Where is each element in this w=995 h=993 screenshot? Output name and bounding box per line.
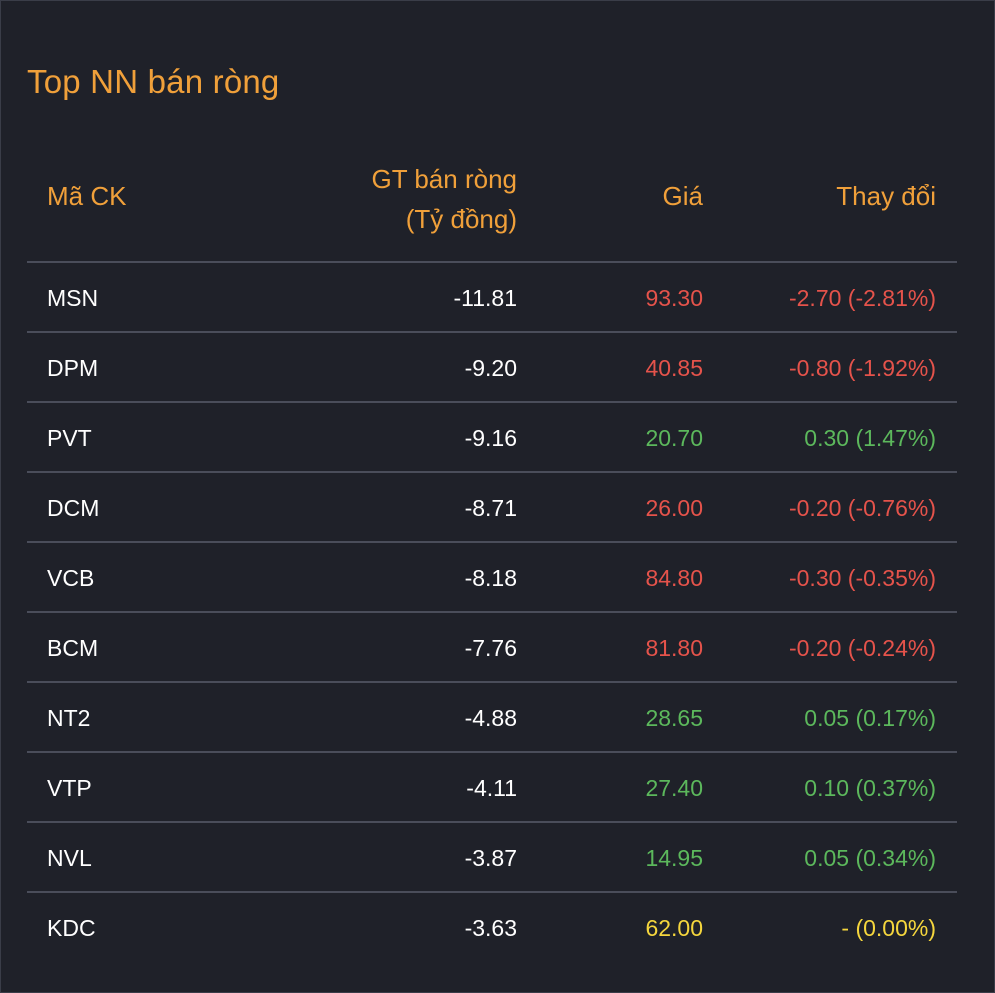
row-net-value: -8.71 xyxy=(464,495,517,521)
table-row[interactable]: VTP -4.11 27.40 0.10 (0.37%) xyxy=(27,753,957,823)
row-change: -0.20 (-0.76%) xyxy=(788,495,936,521)
row-net-value: -7.76 xyxy=(464,635,517,661)
row-price: 93.30 xyxy=(645,285,703,311)
table-row[interactable]: NT2 -4.88 28.65 0.05 (0.17%) xyxy=(27,683,957,753)
row-change: 0.05 (0.17%) xyxy=(804,705,936,731)
row-symbol: VTP xyxy=(47,775,92,801)
row-symbol: PVT xyxy=(47,425,92,451)
row-price: 81.80 xyxy=(645,635,703,661)
row-change: - (0.00%) xyxy=(841,915,936,941)
table-row[interactable]: DCM -8.71 26.00 -0.20 (-0.76%) xyxy=(27,473,957,543)
row-change: 0.05 (0.34%) xyxy=(804,845,936,871)
row-price: 40.85 xyxy=(645,355,703,381)
row-change: 0.10 (0.37%) xyxy=(804,775,936,801)
row-net-value: -11.81 xyxy=(453,285,517,311)
table-row[interactable]: DPM -9.20 40.85 -0.80 (-1.92%) xyxy=(27,333,957,403)
row-change: -0.80 (-1.92%) xyxy=(788,355,936,381)
row-change: 0.30 (1.47%) xyxy=(804,425,936,451)
table-row[interactable]: BCM -7.76 81.80 -0.20 (-0.24%) xyxy=(27,613,957,683)
panel-title: Top NN bán ròng xyxy=(27,63,280,100)
header-symbol: Mã CK xyxy=(47,181,127,211)
table-row[interactable]: KDC -3.63 62.00 - (0.00%) xyxy=(27,893,957,961)
table-header: Mã CK GT bán ròng (Tỷ đồng) Giá Thay đổi xyxy=(27,151,957,263)
table-row[interactable]: VCB -8.18 84.80 -0.30 (-0.35%) xyxy=(27,543,957,613)
row-price: 14.95 xyxy=(645,845,703,871)
row-symbol: BCM xyxy=(47,635,99,661)
row-net-value: -3.63 xyxy=(464,915,517,941)
header-price: Giá xyxy=(662,181,703,211)
row-price: 26.00 xyxy=(645,495,703,521)
row-symbol: KDC xyxy=(47,915,96,941)
header-net-value: GT bán ròng (Tỷ đồng) xyxy=(371,159,517,239)
table-row[interactable]: PVT -9.16 20.70 0.30 (1.47%) xyxy=(27,403,957,473)
row-symbol: NVL xyxy=(47,845,92,871)
row-net-value: -9.16 xyxy=(464,425,517,451)
row-net-value: -4.11 xyxy=(466,775,517,801)
header-net-value-line2: (Tỷ đồng) xyxy=(405,204,517,234)
row-net-value: -4.88 xyxy=(464,705,517,731)
row-net-value: -3.87 xyxy=(464,845,517,871)
row-price: 84.80 xyxy=(645,565,703,591)
net-sell-table: Mã CK GT bán ròng (Tỷ đồng) Giá Thay đổi… xyxy=(27,151,957,961)
row-change: -2.70 (-2.81%) xyxy=(788,285,936,311)
row-price: 27.40 xyxy=(645,775,703,801)
row-change: -0.30 (-0.35%) xyxy=(788,565,936,591)
row-price: 20.70 xyxy=(645,425,703,451)
table-row[interactable]: MSN -11.81 93.30 -2.70 (-2.81%) xyxy=(27,263,957,333)
row-symbol: VCB xyxy=(47,565,95,591)
header-net-value-line1: GT bán ròng xyxy=(371,164,517,194)
row-change: -0.20 (-0.24%) xyxy=(788,635,936,661)
row-symbol: DCM xyxy=(47,495,100,521)
row-net-value: -8.18 xyxy=(464,565,517,591)
row-symbol: DPM xyxy=(47,355,99,381)
row-price: 28.65 xyxy=(645,705,703,731)
table-row[interactable]: NVL -3.87 14.95 0.05 (0.34%) xyxy=(27,823,957,893)
row-symbol: MSN xyxy=(47,285,99,311)
row-price: 62.00 xyxy=(645,915,703,941)
row-symbol: NT2 xyxy=(47,705,91,731)
header-change: Thay đổi xyxy=(836,181,936,211)
row-net-value: -9.20 xyxy=(464,355,517,381)
